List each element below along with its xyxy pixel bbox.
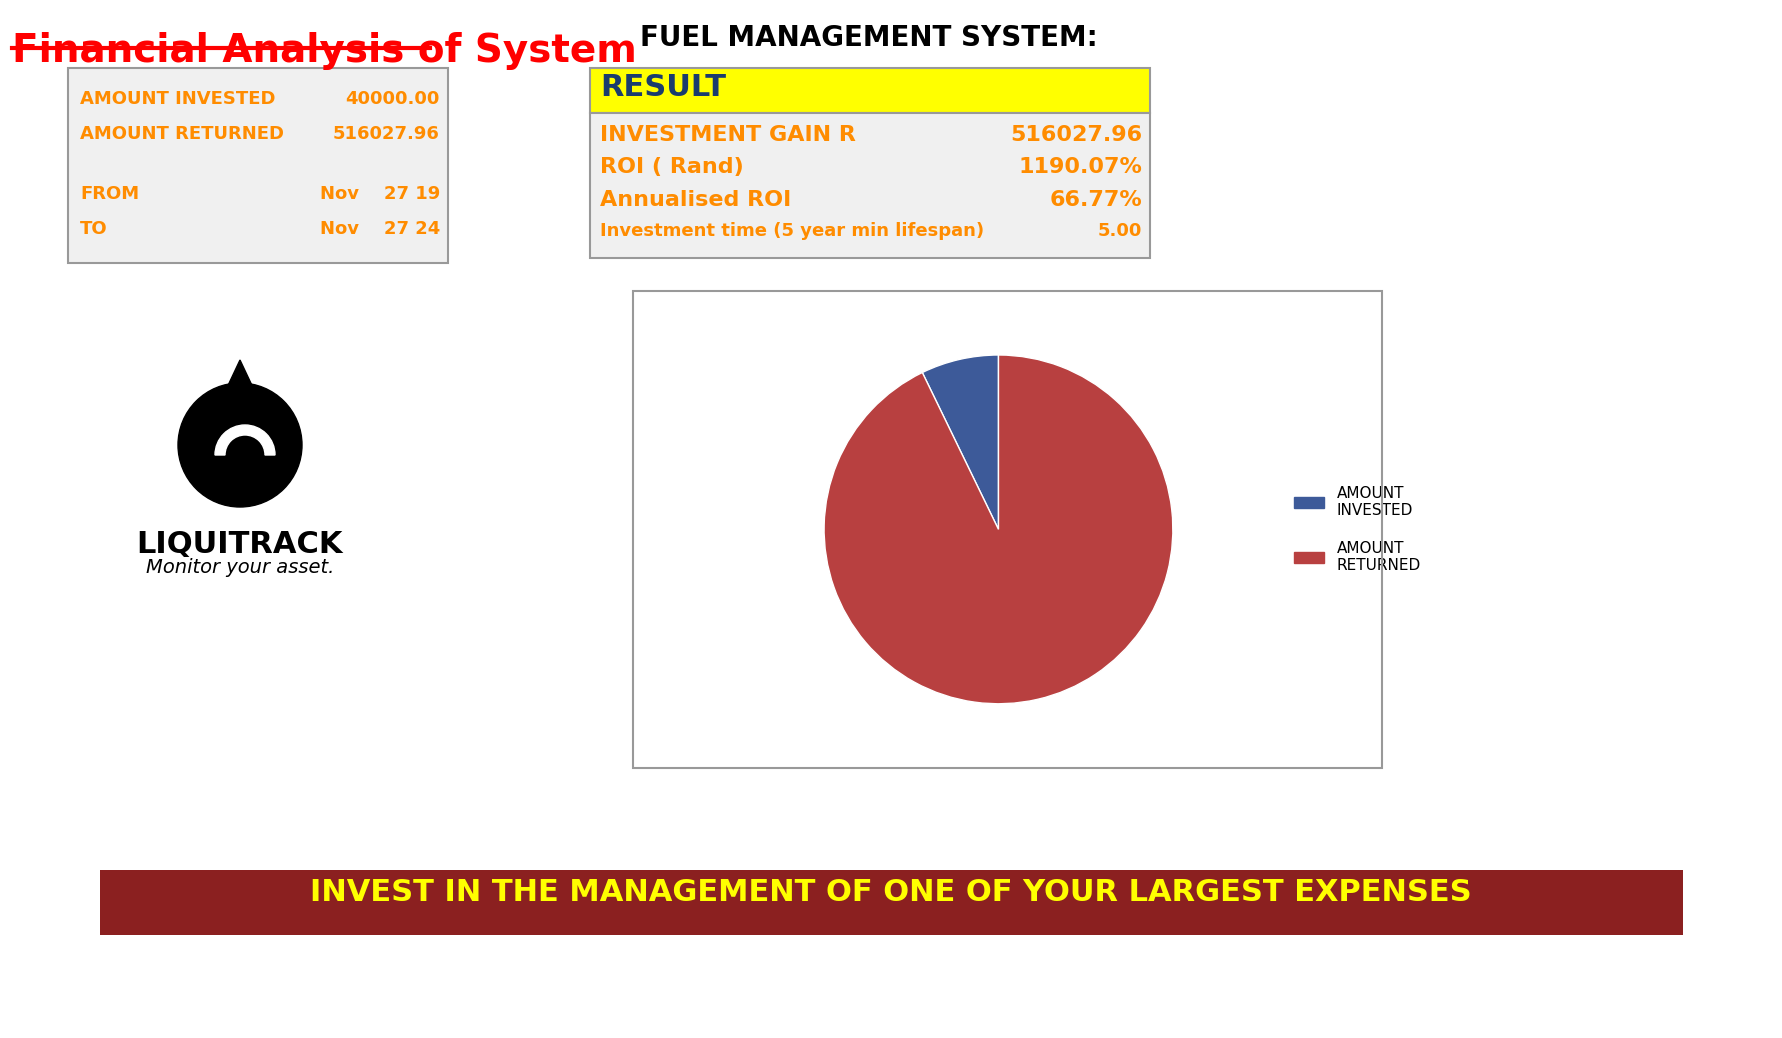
Text: 40000.00: 40000.00 [346,90,440,108]
Text: Monitor your asset.: Monitor your asset. [146,558,333,577]
Text: 5.00: 5.00 [1098,222,1140,240]
Text: 516027.96: 516027.96 [333,125,440,143]
Text: Investment time (5 year min lifespan): Investment time (5 year min lifespan) [601,222,984,240]
Text: Financial Analysis of System: Financial Analysis of System [12,32,636,70]
Polygon shape [200,360,280,445]
Text: 1190.07%: 1190.07% [1018,157,1140,177]
Text: INVEST IN THE MANAGEMENT OF ONE OF YOUR LARGEST EXPENSES: INVEST IN THE MANAGEMENT OF ONE OF YOUR … [310,878,1470,907]
FancyBboxPatch shape [590,113,1149,258]
Wedge shape [823,355,1173,704]
Text: Annualised ROI: Annualised ROI [601,190,791,210]
Text: RESULT: RESULT [601,73,725,102]
Wedge shape [921,355,998,529]
Text: ROI ( Rand): ROI ( Rand) [601,157,743,177]
Text: AMOUNT RETURNED: AMOUNT RETURNED [80,125,283,143]
Text: INVESTMENT GAIN R: INVESTMENT GAIN R [601,125,855,145]
Text: LIQUITRACK: LIQUITRACK [137,530,344,559]
Text: Nov    27 19: Nov 27 19 [319,185,440,203]
Text: Nov    27 24: Nov 27 24 [319,220,440,238]
Text: FUEL MANAGEMENT SYSTEM:: FUEL MANAGEMENT SYSTEM: [640,24,1098,52]
Text: 516027.96: 516027.96 [1009,125,1140,145]
Text: FROM: FROM [80,185,139,203]
Text: 66.77%: 66.77% [1048,190,1140,210]
Wedge shape [216,425,274,455]
Text: AMOUNT INVESTED: AMOUNT INVESTED [80,90,276,108]
FancyBboxPatch shape [100,870,1682,935]
Text: TO: TO [80,220,107,238]
FancyBboxPatch shape [68,69,447,263]
Circle shape [178,383,301,507]
Legend: AMOUNT
INVESTED, AMOUNT
RETURNED: AMOUNT INVESTED, AMOUNT RETURNED [1287,480,1426,579]
FancyBboxPatch shape [590,69,1149,113]
